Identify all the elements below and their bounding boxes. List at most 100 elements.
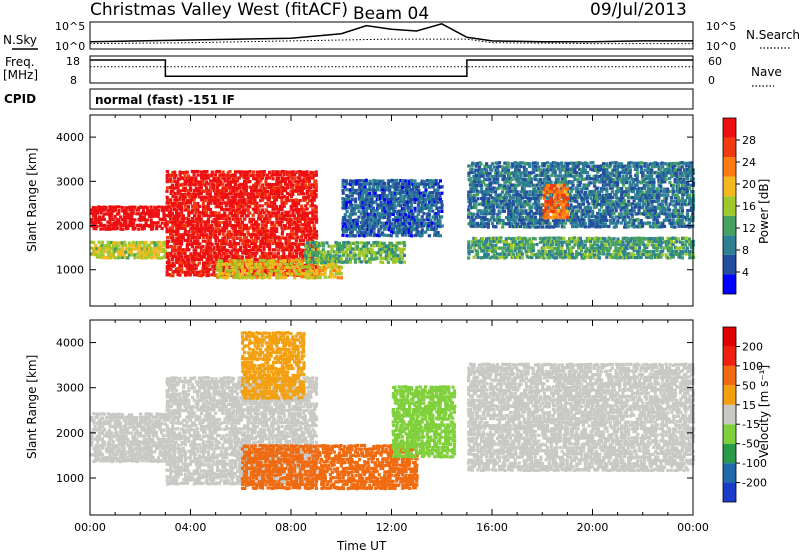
cell-5-36-8 bbox=[406, 209, 410, 213]
cell-2-8-10 bbox=[179, 242, 184, 246]
cell-2-6-0 bbox=[176, 272, 180, 277]
cell-5-22-12 bbox=[381, 197, 385, 201]
cell-7-16-18 bbox=[496, 168, 500, 172]
cell-3-29-3 bbox=[268, 265, 272, 269]
cell-2-49-24 bbox=[253, 198, 257, 202]
cell-5-26-6 bbox=[388, 215, 392, 219]
cell-6-121-4 bbox=[684, 243, 688, 247]
cell-2-27-24 bbox=[213, 199, 218, 203]
cell-2-82-18 bbox=[312, 217, 316, 221]
cell-5-44-4 bbox=[420, 221, 424, 226]
nave-label: Nave bbox=[751, 65, 782, 79]
cell-5-11-6 bbox=[361, 215, 365, 219]
cell-2-66-28 bbox=[283, 186, 288, 190]
cell-5-12-1 bbox=[363, 230, 367, 235]
cell-2-80-31 bbox=[309, 176, 313, 180]
cell-4-25-2 bbox=[348, 253, 352, 257]
cell-2-23-23 bbox=[206, 201, 210, 205]
cell-3-0-1 bbox=[216, 273, 220, 277]
cell-2-28-10 bbox=[215, 242, 219, 246]
cell-2-49-23 bbox=[253, 201, 257, 205]
cell-5-32-5 bbox=[399, 218, 403, 222]
cell-5-33-17 bbox=[401, 182, 405, 186]
cell-2-55-30 bbox=[264, 179, 268, 184]
cell-2-68-11 bbox=[287, 239, 291, 243]
cell-5-12-0 bbox=[362, 234, 367, 238]
cell-0-16-0 bbox=[119, 227, 123, 231]
cell-2-36-8 bbox=[230, 249, 234, 253]
cell-2-48-28 bbox=[252, 186, 256, 190]
cell-6-75-1 bbox=[601, 252, 605, 256]
cell-6-47-3 bbox=[551, 246, 555, 250]
cell-6-47-5 bbox=[551, 240, 555, 244]
cell-3-3-1 bbox=[221, 272, 225, 276]
cell-4-42-1 bbox=[379, 256, 383, 260]
cell-2-22-30 bbox=[205, 180, 209, 184]
cell-6-68-4 bbox=[589, 243, 593, 247]
cell-3-41-4 bbox=[289, 262, 294, 266]
cell-6-100-2 bbox=[646, 250, 650, 254]
cell-3-11-4 bbox=[235, 263, 239, 267]
cell-2-29-31 bbox=[217, 176, 221, 180]
cell-5-14-5 bbox=[366, 218, 371, 222]
cell-5-26-18 bbox=[388, 179, 392, 183]
cell-5-13-15 bbox=[364, 188, 368, 192]
cell-5-22-7 bbox=[381, 212, 385, 216]
cell-5-45-13 bbox=[422, 194, 426, 198]
cell-6-76-6 bbox=[603, 237, 607, 241]
cell-6-47-4 bbox=[551, 242, 555, 247]
cell-1-21-1 bbox=[127, 253, 131, 257]
cell-7-1-11 bbox=[469, 190, 473, 194]
cell-7-11-1 bbox=[486, 222, 490, 226]
cell-0-9-6 bbox=[106, 208, 110, 213]
cell-5-39-6 bbox=[411, 216, 415, 220]
cell-2-45-8 bbox=[246, 249, 250, 253]
cell-2-76-25 bbox=[302, 196, 306, 200]
cell-2-66-24 bbox=[284, 198, 288, 202]
cell-4-12-1 bbox=[325, 256, 329, 260]
cell-6-81-6 bbox=[612, 237, 616, 241]
cell-2-58-13 bbox=[270, 233, 274, 237]
cell-6-81-2 bbox=[612, 249, 616, 253]
cell-4-54-0 bbox=[400, 260, 404, 264]
cell-2-79-18 bbox=[307, 217, 311, 221]
cell-2-35-26 bbox=[228, 191, 232, 196]
cell-5-15-12 bbox=[368, 197, 372, 202]
cell-2-74-15 bbox=[298, 227, 302, 231]
cell-5-15-15 bbox=[368, 188, 372, 192]
cell-3-9-3 bbox=[231, 265, 235, 269]
cell-2-57-6 bbox=[268, 254, 272, 259]
cell-2-0-17 bbox=[165, 220, 169, 224]
cell-5-12-8 bbox=[363, 209, 367, 214]
cell-2-17-22 bbox=[196, 204, 200, 208]
cell-1-3-0 bbox=[95, 255, 99, 259]
cell-5-48-9 bbox=[427, 207, 431, 211]
cell-2-50-13 bbox=[255, 233, 259, 237]
cell-7-13-18 bbox=[490, 168, 494, 172]
cell-3-30-1 bbox=[269, 272, 273, 276]
cell-2-46-18 bbox=[248, 217, 252, 221]
cell-5-55-14 bbox=[440, 191, 444, 195]
cell-6-72-4 bbox=[596, 243, 600, 247]
cell-2-59-23 bbox=[271, 201, 275, 205]
cell-0-10-4 bbox=[108, 215, 112, 219]
cell-2-13-29 bbox=[188, 182, 192, 187]
cell-2-18-10 bbox=[198, 242, 202, 246]
cell-5-53-1 bbox=[436, 231, 440, 235]
cell-2-19-14 bbox=[199, 230, 203, 234]
cell-2-59-8 bbox=[271, 248, 275, 252]
cell-2-83-17 bbox=[314, 220, 319, 224]
cell-2-24-27 bbox=[208, 189, 212, 193]
cell-1-1-5 bbox=[92, 240, 96, 245]
cell-3-0-2 bbox=[216, 268, 220, 272]
cell-7-25-4 bbox=[512, 212, 516, 216]
cell-5-7-5 bbox=[354, 218, 358, 222]
cell-2-66-19 bbox=[283, 214, 288, 218]
cell-6-0-5 bbox=[467, 240, 471, 244]
cell-6-59-6 bbox=[572, 236, 576, 240]
cell-5-54-3 bbox=[438, 224, 442, 229]
cell-2-22-31 bbox=[205, 176, 209, 180]
cell-5-37-4 bbox=[408, 221, 412, 226]
cell-6-45-5 bbox=[547, 239, 551, 243]
cell-1-10-2 bbox=[108, 250, 112, 254]
